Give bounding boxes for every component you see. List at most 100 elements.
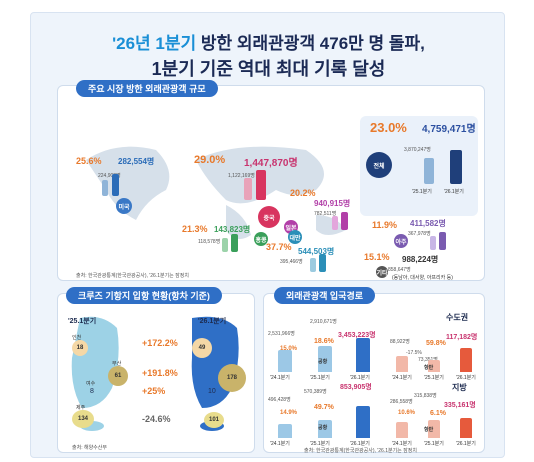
cap-air-v2: 3,453,223명 [338, 332, 376, 339]
market-source: 출처: 한국관광통계(한국관광공사), '26.1분기는 잠정치 [76, 273, 189, 279]
china-person-cur [256, 170, 266, 200]
q1-2: '26.1분기 [350, 375, 370, 381]
q1-4: '25.1분기 [424, 375, 444, 381]
cap-port-v1: 73,351명 [418, 356, 438, 363]
cruise-port-busan: 부산 [112, 361, 122, 367]
loc-air-bar-1 [318, 420, 332, 438]
cap-air-v1: 2,910,671명 [310, 319, 337, 325]
cruise-cur-incheon: 49 [192, 338, 212, 358]
loc-air-p0: 14.9% [280, 410, 298, 416]
asean-cur: 411,582명 [410, 219, 446, 228]
loc-port-v0: 286,558명 [390, 399, 413, 405]
loc-air-v2: 853,905명 [340, 384, 372, 391]
cruise-cur-q: '26.1분기 [198, 318, 227, 325]
cap-air-bar-1 [318, 346, 332, 372]
cruise-port-yeosu: 여수 [86, 381, 96, 387]
loc-port-bar-0 [396, 422, 408, 438]
loc-port-p0: 10.6% [398, 410, 416, 416]
total-cur: 4,759,471명 [422, 124, 476, 135]
market-panel: 주요 시장 방한 외래관광객 규모 25.6% 282,554명 224,902… [57, 80, 485, 281]
cap-air-p0: 15.0% [280, 346, 298, 352]
cap-air-bar-0 [278, 350, 292, 372]
cruise-change-yeosu: +25% [142, 386, 166, 396]
china-cur: 1,447,870명 [244, 158, 298, 169]
cruise-prev-jeju: 134 [72, 410, 94, 428]
title-rest: 방한 외래관광객 476만 명 돌파, [200, 34, 425, 53]
loc-air-label: 공항 [318, 425, 328, 431]
taiwan-prev: 395,466명 [280, 259, 303, 265]
cap-port-v0: 88,922명 [390, 339, 410, 345]
hongkong-badge: 홍콩 [254, 232, 268, 246]
japan-person-cur [341, 212, 348, 230]
q2-4: '25.1분기 [424, 441, 444, 447]
entry-heading: 외래관광객 입국경로 [274, 287, 376, 304]
total-person-cur [450, 150, 462, 184]
q1-1: '25.1분기 [310, 375, 330, 381]
cruise-prev-yeosu: 8 [90, 388, 94, 395]
cap-port-bar-1 [428, 360, 440, 372]
japan-person-prev [332, 216, 338, 230]
usa-badge: 미국 [116, 198, 132, 214]
cap-port-bar-2 [460, 348, 472, 372]
cap-port-p1: 59.8% [426, 340, 446, 347]
cap-port-v2: 117,182명 [446, 334, 478, 341]
taiwan-person-cur [319, 254, 326, 272]
cap-air-bar-2 [356, 338, 370, 372]
cruise-prev-q: '25.1분기 [68, 318, 97, 325]
china-prev: 1,122,169명 [228, 173, 255, 179]
asean-person-prev [430, 236, 436, 250]
japan-prev: 782,511명 [314, 211, 337, 217]
q2-2: '26.1분기 [350, 441, 370, 447]
other-note: (동남아, 대서양, 아프리카 등) [392, 275, 453, 281]
cap-port-label: 항만 [424, 365, 434, 371]
cap-port-bars [388, 344, 484, 372]
entry-local-label: 지방 [452, 383, 467, 392]
cap-air-v0: 2,531,966명 [268, 331, 295, 337]
china-badge: 중국 [258, 206, 280, 228]
loc-air-v0: 496,428명 [268, 397, 291, 403]
japan-cur: 940,915명 [314, 199, 351, 208]
cruise-prev-busan: 61 [108, 366, 128, 386]
usa-person-prev [102, 180, 108, 196]
cruise-source: 출처: 해양수산부 [72, 445, 107, 451]
other-cur: 988,224명 [402, 255, 439, 264]
loc-port-bars [388, 408, 484, 438]
china-pct: 29.0% [194, 154, 226, 166]
loc-air-bars [272, 398, 382, 438]
cruise-change-busan: +191.8% [142, 368, 178, 378]
cruise-cur-busan: 178 [218, 364, 246, 392]
asean-pct: 11.9% [372, 220, 398, 230]
total-prev-q: '25.1분기 [412, 189, 432, 195]
infographic-card: '26년 1분기 방한 외래관광객 476만 명 돌파, 1분기 기준 역대 최… [30, 12, 505, 458]
cap-air-label: 공항 [318, 359, 328, 365]
cruise-port-jeju: 제주 [76, 405, 86, 411]
cruise-cur-yeosu: 10 [208, 388, 216, 395]
q2-0: '24.1분기 [270, 441, 290, 447]
loc-air-p1: 49.7% [314, 404, 334, 411]
entry-panel: 외래관광객 입국경로 수도권 지방 2,531,966명 2,910,671명 … [263, 287, 485, 454]
asean-prev: 367,978명 [408, 231, 431, 237]
total-pct: 23.0% [370, 120, 407, 135]
cap-air-p1: 18.6% [314, 338, 334, 345]
cap-air-bars [272, 334, 382, 372]
loc-port-p1: 6.1% [430, 410, 446, 417]
q1-3: '24.1분기 [392, 375, 412, 381]
loc-port-bar-1 [428, 420, 440, 438]
total-cur-q: '26.1분기 [444, 189, 464, 195]
hongkong-prev: 118,578명 [198, 239, 221, 245]
q1-0: '24.1분기 [270, 375, 290, 381]
loc-air-v1: 570,389명 [304, 389, 327, 395]
cruise-port-incheon: 인천 [72, 335, 82, 341]
hongkong-person-prev [222, 238, 228, 252]
usa-pct: 25.6% [76, 156, 102, 166]
q2-1: '25.1분기 [310, 441, 330, 447]
other-prev: 858,647명 [388, 267, 411, 273]
entry-capital-label: 수도권 [446, 313, 469, 322]
market-heading: 주요 시장 방한 외래관광객 규모 [76, 80, 218, 97]
q2-5: '26.1분기 [456, 441, 476, 447]
cruise-change-incheon: +172.2% [142, 338, 178, 348]
usa-person-cur [112, 174, 119, 196]
title-highlight: '26년 1분기 [112, 34, 197, 53]
q1-5: '26.1분기 [456, 375, 476, 381]
loc-port-v2: 335,161명 [444, 402, 476, 409]
